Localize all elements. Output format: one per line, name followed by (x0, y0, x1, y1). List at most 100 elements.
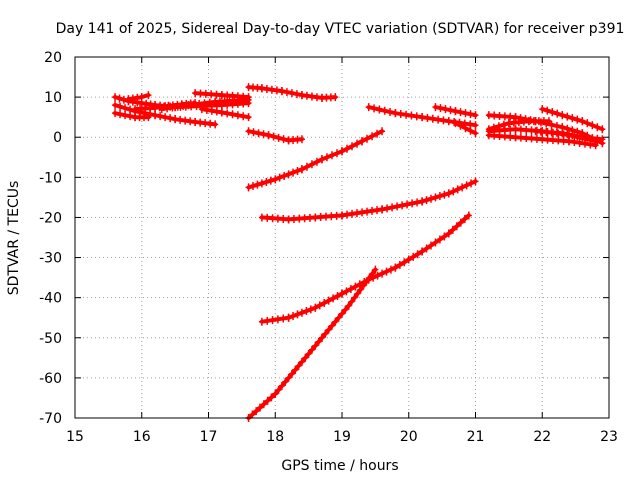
data-point-marker (432, 238, 439, 247)
data-point-marker (274, 315, 281, 324)
data-point-marker (344, 210, 351, 219)
data-point-marker (560, 136, 567, 145)
data-point-marker (208, 90, 215, 99)
data-point-marker (272, 175, 279, 184)
data-point-marker (298, 91, 305, 100)
data-point-marker (436, 235, 443, 244)
data-point-marker (202, 89, 209, 98)
data-point-marker (401, 258, 408, 267)
data-point-marker (472, 177, 479, 186)
data-point-marker (445, 229, 452, 238)
data-point-marker (500, 120, 507, 129)
data-point-marker (325, 296, 332, 305)
data-point-marker (485, 111, 492, 120)
data-point-marker (447, 106, 454, 115)
data-point-marker (364, 207, 371, 216)
track-line (246, 267, 378, 420)
data-point-marker (265, 131, 272, 140)
data-point-marker (442, 105, 449, 114)
data-point-marker (293, 90, 300, 99)
data-point-marker (559, 129, 566, 138)
data-point-marker (383, 267, 390, 276)
data-point-marker (472, 121, 479, 130)
data-point-marker (394, 202, 401, 211)
data-point-marker (387, 107, 394, 116)
data-point-marker (198, 105, 205, 114)
data-point-marker (283, 88, 290, 97)
y-tick-label: -50 (39, 331, 62, 347)
data-point-marker (278, 87, 285, 96)
data-point-marker (172, 115, 179, 124)
data-point-marker (117, 110, 124, 119)
data-point-marker (429, 114, 436, 123)
data-point-marker (308, 345, 315, 354)
data-point-marker (599, 125, 606, 134)
data-point-marker (594, 134, 601, 143)
data-point-marker (589, 121, 596, 130)
data-point-marker (510, 118, 517, 127)
data-point-marker (254, 180, 261, 189)
plot-frame (74, 56, 610, 419)
data-track (245, 127, 305, 145)
data-track (245, 265, 379, 422)
data-point-marker (535, 117, 542, 126)
data-point-marker (435, 115, 442, 124)
data-point-marker (414, 250, 421, 259)
data-point-marker (157, 112, 164, 121)
data-point-marker (249, 410, 256, 419)
data-point-marker (294, 310, 301, 319)
data-point-marker (298, 357, 305, 366)
data-point-marker (419, 197, 426, 206)
data-point-marker (432, 103, 439, 112)
x-axis-label: GPS time / hours (281, 458, 398, 474)
data-point-marker (288, 89, 295, 98)
data-point-marker (197, 118, 204, 127)
y-tick-label: 0 (53, 130, 62, 146)
data-point-marker (318, 333, 325, 342)
data-point-marker (569, 114, 576, 123)
x-tick-label: 19 (333, 429, 351, 445)
data-point-marker (285, 215, 292, 224)
data-point-marker (312, 303, 319, 312)
y-axis-label: SDTVAR / TECUs (6, 181, 22, 296)
data-point-marker (267, 176, 274, 185)
data-point-marker (399, 201, 406, 210)
data-point-marker (307, 305, 314, 314)
data-point-marker (288, 369, 295, 378)
data-point-marker (127, 112, 134, 121)
data-point-marker (203, 105, 210, 114)
data-point-marker (296, 214, 303, 223)
data-point-marker (281, 171, 288, 180)
data-point-marker (164, 104, 171, 113)
data-point-marker (496, 111, 503, 120)
data-point-marker (403, 110, 410, 119)
data-point-marker (260, 130, 267, 139)
data-point-marker (132, 105, 139, 114)
data-point-marker (532, 127, 539, 136)
data-point-marker (321, 299, 328, 308)
data-point-marker (472, 129, 479, 138)
data-track (258, 177, 479, 224)
data-point-marker (441, 190, 448, 199)
data-point-marker (569, 131, 576, 140)
x-tick-label: 22 (533, 429, 551, 445)
data-point-marker (397, 109, 404, 118)
data-point-marker (187, 117, 194, 126)
data-point-marker (389, 203, 396, 212)
data-point-marker (512, 125, 519, 134)
data-point-marker (599, 135, 606, 144)
data-point-marker (517, 125, 524, 134)
data-point-marker (537, 127, 544, 136)
data-point-marker (196, 99, 203, 108)
data-point-marker (167, 114, 174, 123)
data-point-marker (339, 147, 345, 156)
data-point-marker (374, 271, 381, 280)
data-track (158, 95, 252, 114)
data-point-marker (112, 109, 119, 118)
data-point-marker (544, 135, 551, 144)
data-point-marker (392, 263, 399, 272)
data-point-marker (264, 396, 271, 405)
data-point-marker (182, 116, 189, 125)
data-point-marker (206, 98, 213, 107)
data-point-marker (147, 104, 154, 113)
